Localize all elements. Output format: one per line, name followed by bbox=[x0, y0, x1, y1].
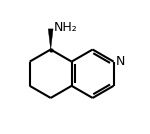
Text: NH₂: NH₂ bbox=[54, 21, 78, 34]
Text: N: N bbox=[116, 55, 125, 68]
Polygon shape bbox=[48, 29, 53, 49]
